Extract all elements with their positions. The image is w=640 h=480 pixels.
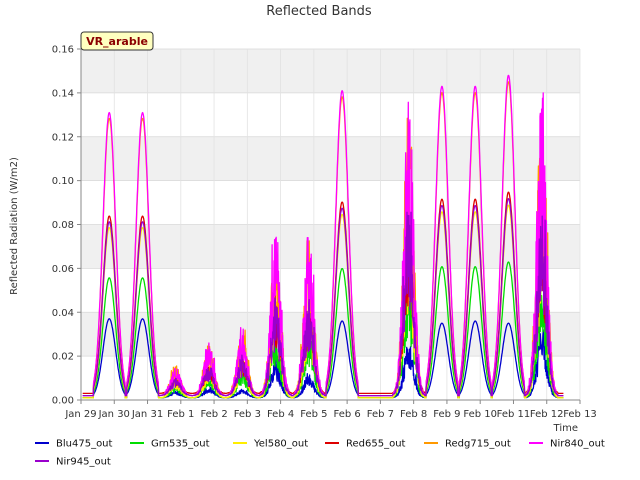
legend-item: Redg715_out — [424, 439, 511, 450]
y-tick-label: 0.04 — [52, 308, 74, 319]
x-tick-label: Jan 29 — [64, 409, 96, 420]
x-tick-label: Feb 4 — [267, 409, 294, 420]
site-badge-box — [80, 31, 154, 51]
plot-band — [81, 136, 580, 181]
series-line-nir945-out — [82, 198, 564, 397]
plot-band — [81, 224, 580, 269]
x-tick-label: Feb 6 — [334, 409, 361, 420]
x-tick-label: Feb 8 — [400, 409, 427, 420]
series-lines — [82, 74, 564, 399]
y-tick-label: 0.14 — [52, 88, 74, 99]
x-axis-label: Time — [553, 423, 578, 434]
y-tick-label: 0.10 — [52, 176, 74, 187]
legend-label: Grn535_out — [151, 439, 210, 450]
legend-item: Grn535_out — [130, 439, 210, 450]
y-axis-ticks: 0.00 0.02 0.04 0.06 0.08 0.10 0.12 0.14 0.16 — [52, 45, 81, 407]
x-tick-label: Feb 2 — [200, 409, 227, 420]
legend-label: Blu475_out — [56, 439, 113, 450]
legend-label: Redg715_out — [445, 439, 511, 450]
x-tick-label: Feb 11 — [497, 409, 531, 420]
legend-label: Yel580_out — [253, 439, 308, 450]
legend-label: Nir945_out — [56, 457, 111, 468]
legend-item: Blu475_out — [35, 439, 113, 450]
x-tick-label: Feb 7 — [367, 409, 394, 420]
x-tick-label: Feb 12 — [530, 409, 564, 420]
x-tick-label: Jan 31 — [131, 409, 163, 420]
x-tick-label: Feb 5 — [300, 409, 327, 420]
x-tick-label: Feb 1 — [167, 409, 194, 420]
y-axis-label: Reflected Radiation (W/m2) — [9, 157, 20, 295]
legend: Blu475_out Grn535_out Yel580_out Red655_out… — [35, 439, 605, 468]
legend-item: Nir840_out — [529, 439, 605, 450]
legend-label: Red655_out — [346, 439, 406, 450]
y-tick-label: 0.08 — [52, 220, 74, 231]
chart-title: Reflected Bands — [266, 4, 372, 19]
site-badge-text: VR_arable — [86, 35, 148, 48]
plot-band — [81, 49, 580, 93]
x-tick-label: Feb 9 — [433, 409, 460, 420]
legend-item: Red655_out — [325, 439, 406, 450]
site-badge: VR_arable — [80, 31, 154, 51]
y-tick-label: 0.16 — [52, 45, 74, 56]
legend-label: Nir840_out — [550, 439, 605, 450]
legend-item: Nir945_out — [35, 457, 111, 468]
x-tick-label: Feb 10 — [463, 409, 497, 420]
legend-item: Yel580_out — [233, 439, 308, 450]
x-tick-label: Jan 30 — [98, 409, 130, 420]
y-tick-label: 0.00 — [52, 396, 74, 407]
x-tick-label: Feb 3 — [234, 409, 261, 420]
y-tick-label: 0.06 — [52, 264, 74, 275]
y-tick-label: 0.02 — [52, 352, 74, 363]
x-axis-ticks: Jan 29 Jan 30 Jan 31 Feb 1 Feb 2 Feb 3 Feb 4 Fe… — [64, 400, 597, 420]
y-tick-label: 0.12 — [52, 132, 74, 143]
x-tick-label: Feb 13 — [563, 409, 597, 420]
